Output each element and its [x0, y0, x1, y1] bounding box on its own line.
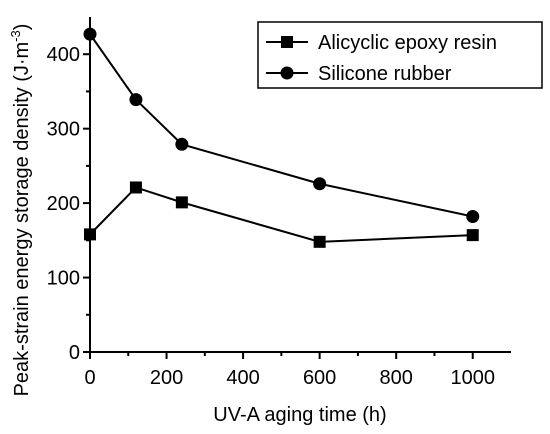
legend-label: Silicone rubber: [318, 63, 452, 85]
y-tick-label: 100: [47, 268, 80, 290]
data-point: [175, 196, 188, 209]
y-ticks: 0 100 200 300 400: [47, 44, 90, 364]
data-point: [84, 228, 96, 241]
series-circle: [83, 27, 480, 224]
y-axis-title-superscript: -3: [8, 30, 23, 42]
legend: Alicyclic epoxy resin Silicone rubber: [257, 21, 543, 89]
y-tick-label: 300: [47, 119, 80, 141]
y-axis-title-close: ): [11, 24, 33, 31]
y-tick-label: 0: [69, 342, 80, 364]
x-axis-title: UV-A aging time (h): [213, 404, 386, 426]
x-ticks: 0 200 400 600 800 1000: [84, 352, 495, 389]
legend-item: Silicone rubber: [266, 63, 452, 85]
x-tick-label: 400: [226, 367, 259, 389]
data-point: [129, 93, 143, 107]
data-point: [83, 27, 97, 41]
data-point: [175, 137, 189, 151]
x-tick-label: 1000: [450, 367, 495, 389]
data-point: [466, 210, 480, 224]
legend-box: [257, 21, 543, 89]
legend-item: Alicyclic epoxy resin: [266, 32, 497, 54]
legend-marker: [280, 66, 294, 80]
y-tick-label: 200: [47, 193, 80, 215]
data-point: [466, 229, 479, 242]
x-tick-label: 600: [303, 367, 336, 389]
y-axis-title-main: Peak-strain energy storage density (J·m: [11, 42, 33, 397]
y-axis-title: Peak-strain energy storage density (J·m-…: [8, 24, 33, 397]
series-square: [84, 181, 479, 248]
data-point: [313, 235, 326, 248]
x-tick-label: 800: [379, 367, 412, 389]
legend-marker: [281, 36, 293, 48]
data-point: [129, 181, 142, 194]
x-tick-label: 0: [84, 367, 95, 389]
series-group: [83, 27, 480, 248]
data-point: [313, 177, 327, 191]
legend-label: Alicyclic epoxy resin: [318, 32, 497, 54]
y-tick-label: 400: [47, 44, 80, 66]
series-line: [89, 186, 473, 243]
legend-items: Alicyclic epoxy resin Silicone rubber: [266, 32, 497, 85]
x-tick-label: 200: [150, 367, 183, 389]
axes: [89, 17, 511, 353]
